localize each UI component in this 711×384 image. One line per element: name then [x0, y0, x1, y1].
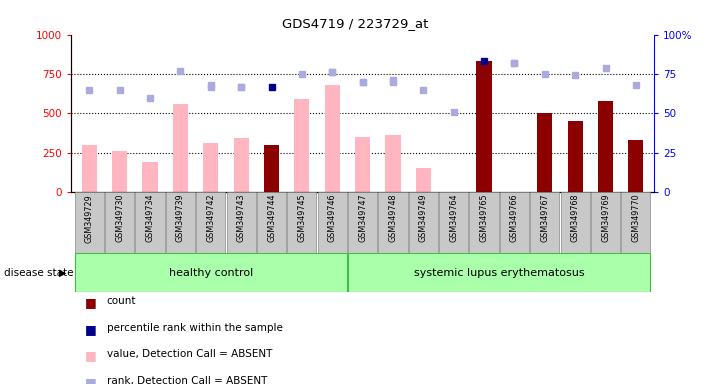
- FancyBboxPatch shape: [75, 253, 347, 292]
- Text: GSM349765: GSM349765: [480, 194, 488, 242]
- FancyBboxPatch shape: [378, 192, 407, 253]
- FancyBboxPatch shape: [196, 192, 225, 253]
- FancyBboxPatch shape: [287, 192, 316, 253]
- Text: GSM349744: GSM349744: [267, 194, 276, 242]
- Bar: [173, 104, 188, 192]
- Text: GSM349749: GSM349749: [419, 194, 428, 242]
- Text: percentile rank within the sample: percentile rank within the sample: [107, 323, 282, 333]
- Text: GSM349746: GSM349746: [328, 194, 337, 242]
- FancyBboxPatch shape: [75, 192, 104, 253]
- FancyBboxPatch shape: [500, 192, 529, 253]
- Text: GDS4719 / 223729_at: GDS4719 / 223729_at: [282, 17, 429, 30]
- Text: GSM349745: GSM349745: [297, 194, 306, 242]
- FancyBboxPatch shape: [439, 192, 469, 253]
- Text: disease state: disease state: [4, 268, 73, 278]
- Text: GSM349739: GSM349739: [176, 194, 185, 242]
- Text: GSM349734: GSM349734: [146, 194, 154, 242]
- FancyBboxPatch shape: [136, 192, 165, 253]
- FancyBboxPatch shape: [318, 192, 347, 253]
- FancyBboxPatch shape: [227, 192, 256, 253]
- Text: GSM349747: GSM349747: [358, 194, 367, 242]
- FancyBboxPatch shape: [257, 192, 286, 253]
- Text: healthy control: healthy control: [169, 268, 253, 278]
- FancyBboxPatch shape: [348, 192, 378, 253]
- Bar: [416, 167, 431, 192]
- Text: systemic lupus erythematosus: systemic lupus erythematosus: [414, 268, 584, 278]
- Text: GSM349743: GSM349743: [237, 194, 245, 242]
- FancyBboxPatch shape: [621, 192, 651, 253]
- Bar: [233, 139, 249, 192]
- Text: GSM349730: GSM349730: [115, 194, 124, 242]
- Bar: [264, 145, 279, 192]
- Bar: [203, 143, 218, 192]
- Text: count: count: [107, 296, 136, 306]
- Text: GSM349748: GSM349748: [388, 194, 397, 242]
- Bar: [476, 86, 492, 192]
- Bar: [112, 151, 127, 192]
- Bar: [598, 101, 613, 192]
- Bar: [325, 85, 340, 192]
- FancyBboxPatch shape: [348, 253, 651, 292]
- FancyBboxPatch shape: [105, 192, 134, 253]
- Text: value, Detection Call = ABSENT: value, Detection Call = ABSENT: [107, 349, 272, 359]
- Bar: [355, 137, 370, 192]
- FancyBboxPatch shape: [530, 192, 560, 253]
- Bar: [567, 121, 583, 192]
- Text: ■: ■: [85, 323, 97, 336]
- Text: GSM349770: GSM349770: [631, 194, 641, 242]
- Text: GSM349764: GSM349764: [449, 194, 458, 242]
- Text: ■: ■: [85, 349, 97, 362]
- Text: GSM349729: GSM349729: [85, 194, 94, 243]
- Text: GSM349768: GSM349768: [571, 194, 579, 242]
- FancyBboxPatch shape: [166, 192, 195, 253]
- Text: GSM349742: GSM349742: [206, 194, 215, 242]
- Bar: [294, 99, 309, 192]
- FancyBboxPatch shape: [560, 192, 589, 253]
- Bar: [538, 113, 552, 192]
- Text: ▶: ▶: [59, 268, 67, 278]
- FancyBboxPatch shape: [409, 192, 438, 253]
- Text: GSM349767: GSM349767: [540, 194, 550, 242]
- Text: rank, Detection Call = ABSENT: rank, Detection Call = ABSENT: [107, 376, 267, 384]
- FancyBboxPatch shape: [591, 192, 620, 253]
- Bar: [82, 145, 97, 192]
- Text: GSM349766: GSM349766: [510, 194, 519, 242]
- Bar: [476, 61, 492, 192]
- Text: ■: ■: [85, 376, 97, 384]
- Bar: [385, 135, 400, 192]
- FancyBboxPatch shape: [469, 192, 498, 253]
- Bar: [629, 140, 643, 192]
- Text: GSM349769: GSM349769: [601, 194, 610, 242]
- Bar: [142, 162, 158, 192]
- Text: ■: ■: [85, 296, 97, 309]
